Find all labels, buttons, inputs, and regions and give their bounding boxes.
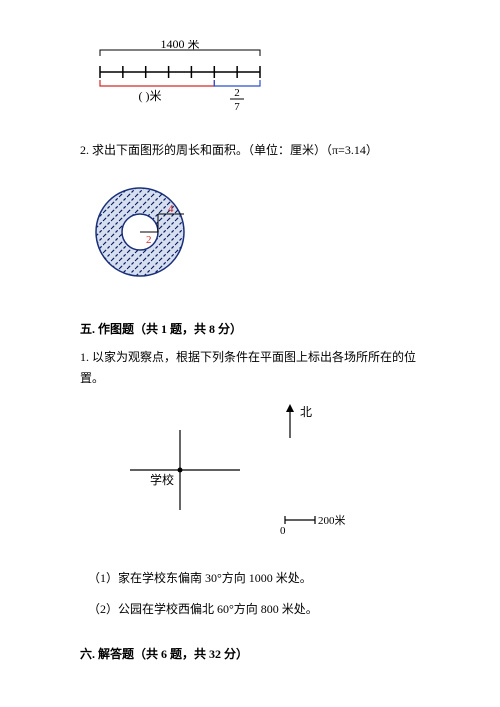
frac-num: 2: [234, 87, 240, 99]
section5-sub1: （1）家在学校东偏南 30°方向 1000 米处。: [88, 568, 420, 590]
map-svg: 北 学校 0 200米: [120, 400, 350, 540]
section5-q1: 1. 以家为观察点，根据下列条件在平面图上标出各场所所在的位置。: [80, 347, 420, 390]
section5-title: 五. 作图题（共 1 题，共 8 分）: [80, 320, 420, 337]
top-label: 1400 米: [160, 40, 199, 51]
number-line-svg: 1400 米 ( )米 2 7: [80, 40, 280, 112]
outer-r-label: 4: [168, 203, 174, 215]
scale-0: 0: [280, 525, 286, 537]
section6-title: 六. 解答题（共 6 题，共 32 分）: [80, 645, 420, 662]
blank-label: ( )米: [139, 89, 162, 103]
scale-val: 200米: [318, 514, 346, 527]
section5-sub2: （2）公园在学校西偏北 60°方向 800 米处。: [88, 599, 420, 621]
figure-number-line: 1400 米 ( )米 2 7: [80, 40, 420, 112]
q2-text: 2. 求出下面图形的周长和面积。（单位：厘米）（π=3.14）: [80, 140, 420, 162]
north-label: 北: [300, 405, 312, 419]
inner-r-label: 2: [146, 234, 152, 246]
figure-annulus: 2 4: [80, 172, 420, 292]
frac-den: 7: [234, 101, 240, 112]
school-label: 学校: [150, 472, 174, 487]
figure-map: 北 学校 0 200米: [120, 400, 420, 540]
annulus-svg: 2 4: [80, 172, 200, 292]
